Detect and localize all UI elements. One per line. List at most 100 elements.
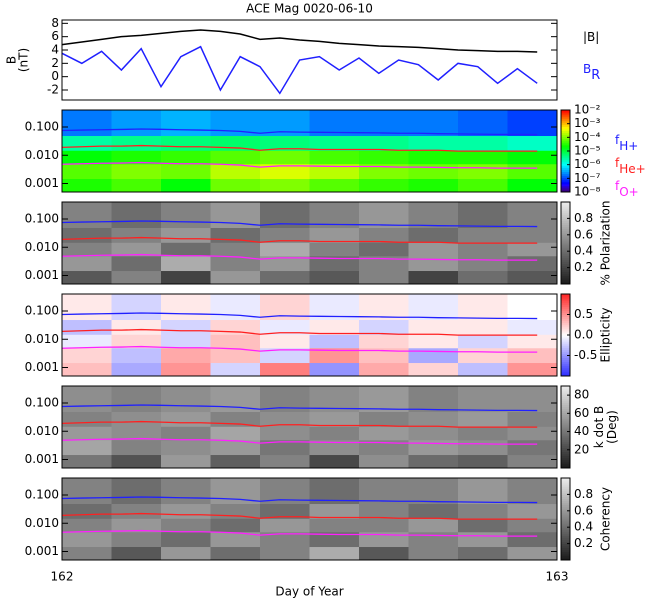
colorbar-swatch xyxy=(561,267,570,271)
colorbar-frame xyxy=(560,385,571,469)
colorbar-swatch xyxy=(561,498,570,502)
heatmap-cell xyxy=(62,546,112,561)
colorbar-swatch xyxy=(561,142,570,146)
heatmap-cell xyxy=(161,270,211,285)
colorbar-swatch xyxy=(561,482,570,485)
heatmap-cell xyxy=(458,478,508,505)
heatmap-cell xyxy=(408,270,459,285)
heatmap-cell xyxy=(507,319,558,335)
heatmap-cell xyxy=(161,546,211,561)
legend-name: |B| xyxy=(583,30,599,44)
colorbar-swatch xyxy=(561,330,570,334)
colorbar-swatch xyxy=(561,369,570,373)
heatmap-cell xyxy=(309,454,360,469)
colorbar-swatch xyxy=(561,116,570,119)
colorbar-swatch xyxy=(561,553,570,557)
heatmap-cell xyxy=(458,227,508,243)
heatmap-cell xyxy=(458,110,508,137)
heatmap-cell xyxy=(309,334,360,349)
heatmap-cell xyxy=(507,362,558,377)
legend-name: f xyxy=(615,179,620,193)
colorbar-label: Coherency xyxy=(599,487,613,551)
colorbar-swatch xyxy=(561,412,570,416)
colorbar-swatch xyxy=(561,484,570,487)
colorbar-swatch xyxy=(561,519,570,522)
heatmap-cell xyxy=(309,531,360,548)
heatmap-cell xyxy=(309,546,360,561)
heatmap-cell xyxy=(111,242,162,257)
colorbar-tick-label: 10⁻⁵ xyxy=(574,144,601,158)
heatmap-cell xyxy=(309,150,360,165)
heatmap-cell xyxy=(161,150,211,165)
heatmap-cell xyxy=(359,334,409,349)
legend-subscript: H+ xyxy=(619,139,638,153)
heatmap-cell xyxy=(161,439,211,456)
colorbar-swatch xyxy=(561,455,570,459)
plot-frame xyxy=(61,385,558,469)
heatmap-cell xyxy=(260,518,310,533)
y-tick-label: 0.100 xyxy=(25,212,59,226)
legend-subscript: He+ xyxy=(619,162,645,176)
heatmap-cell xyxy=(309,135,360,151)
heatmap-cell xyxy=(458,202,508,229)
colorbar-swatch xyxy=(561,343,570,346)
colorbar-swatch xyxy=(561,555,570,559)
heatmap-cell xyxy=(260,163,310,180)
colorbar-swatch xyxy=(561,394,570,397)
colorbar-swatch xyxy=(561,271,570,275)
colorbar-swatch xyxy=(561,355,570,359)
heatmap-cell xyxy=(507,242,558,257)
heatmap-cell xyxy=(507,163,558,180)
plot-frame xyxy=(61,109,558,193)
heatmap-cell xyxy=(62,319,112,335)
colorbar-swatch xyxy=(561,449,570,453)
heatmap-cell xyxy=(210,362,261,377)
heatmap-cell xyxy=(507,386,558,413)
heatmap-cell xyxy=(111,411,162,427)
heatmap-cell xyxy=(111,163,162,180)
colorbar-swatch xyxy=(561,341,570,344)
heatmap-cell xyxy=(408,110,459,137)
heatmap-cell xyxy=(260,531,310,548)
colorbar-swatch xyxy=(561,410,570,414)
colorbar-swatch xyxy=(561,367,570,371)
frequency-line xyxy=(61,496,538,504)
heatmap-cell xyxy=(62,454,112,469)
heatmap-cell xyxy=(359,454,409,469)
heatmap-cell xyxy=(507,518,558,533)
heatmap-cell xyxy=(309,503,360,519)
heatmap-cell xyxy=(359,150,409,165)
colorbar-swatch xyxy=(561,523,570,526)
heatmap-cell xyxy=(62,110,112,137)
heatmap-cell xyxy=(309,270,360,285)
colorbar-tick-label: 60 xyxy=(574,406,589,420)
y-tick-label: 4 xyxy=(51,43,59,57)
colorbar-swatch xyxy=(561,441,570,444)
heatmap-cell xyxy=(260,362,310,377)
colorbar-swatch xyxy=(561,240,570,244)
colorbar-swatch xyxy=(561,118,570,121)
colorbar-swatch xyxy=(561,165,570,168)
colorbar-swatch xyxy=(561,486,570,489)
colorbar-swatch xyxy=(561,424,570,428)
colorbar-swatch xyxy=(561,308,570,311)
colorbar-swatch xyxy=(561,310,570,313)
heatmap-cell xyxy=(210,255,261,272)
legend-entry: fO+ xyxy=(615,179,639,199)
heatmap-cell xyxy=(507,334,558,349)
colorbar-swatch xyxy=(561,251,570,254)
heatmap-cell xyxy=(458,178,508,193)
heatmap-cell xyxy=(62,294,112,321)
colorbar-swatch xyxy=(561,245,570,248)
colorbar-tick-label: 0.4 xyxy=(574,244,593,258)
colorbar-swatch xyxy=(561,496,570,499)
frequency-line xyxy=(61,529,538,537)
x-tick-label: 163 xyxy=(546,570,569,584)
colorbar-tick-label: 0.6 xyxy=(574,503,593,517)
colorbar-swatch xyxy=(561,514,570,518)
legend-name: f xyxy=(615,156,620,170)
colorbar-swatch xyxy=(561,332,570,336)
colorbar-swatch xyxy=(561,349,570,352)
data-line xyxy=(61,45,538,95)
colorbar-swatch xyxy=(561,539,570,543)
